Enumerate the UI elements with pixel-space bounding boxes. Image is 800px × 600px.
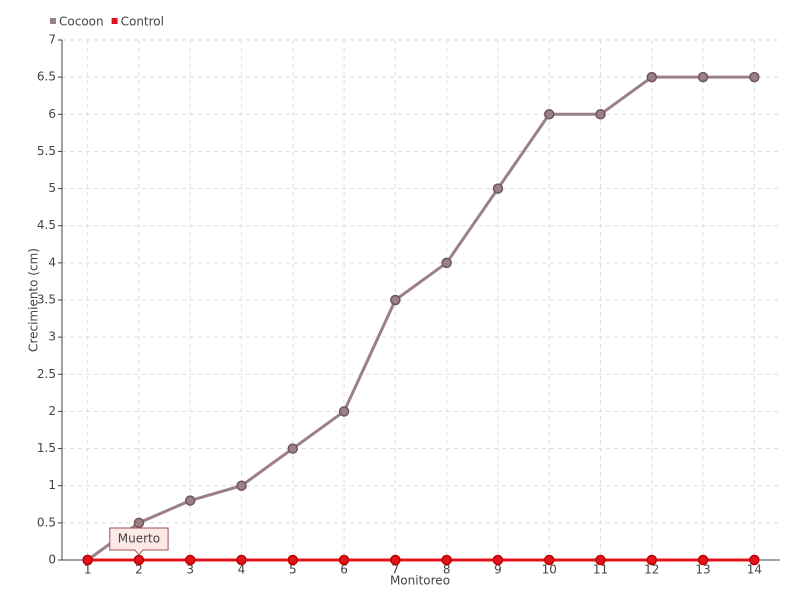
point [749,71,760,83]
legend-label: Cocoon [59,15,104,29]
point [236,554,247,566]
point [595,554,606,566]
x-axis-label: Monitoreo [390,574,450,588]
y-tick-label: 2.5 [37,367,56,381]
point [646,554,658,566]
x-tick-label: 4 [238,563,246,577]
y-tick-label: 5.5 [37,144,56,158]
x-tick-label: 8 [443,563,451,577]
point [338,554,350,566]
point [184,554,196,566]
y-tick-label: 4.5 [37,218,56,232]
x-tick-label: 3 [186,563,194,577]
y-tick-label: 4 [48,255,56,269]
x-tick-label: 5 [289,563,297,577]
point [236,480,247,491]
point [697,71,709,83]
x-tick-label: 11 [593,563,608,577]
y-tick-label: 3 [48,330,56,344]
point [287,554,299,566]
point [82,554,93,566]
annotation-label: Muerto [118,532,160,546]
y-tick-label: 0 [48,553,56,567]
legend-swatch [50,18,56,24]
y-tick-label: 5 [48,181,56,195]
y-tick-label: 6.5 [37,70,56,84]
x-tick-label: 13 [695,563,710,577]
y-axis-label: Crecimiento (cm) [27,248,41,352]
point [441,257,452,269]
x-tick-label: 9 [494,563,502,577]
point [697,554,709,566]
y-tick-label: 6 [48,107,56,121]
legend-swatch [111,18,118,24]
x-tick-label: 1 [84,563,92,577]
point [595,109,606,120]
point [184,495,196,506]
y-tick-label: 1 [48,478,56,492]
point [543,109,555,120]
annotation: Muerto [109,527,169,556]
point [441,554,452,566]
annotation-box [109,527,169,556]
y-tick-label: 3.5 [37,293,56,307]
x-tick-label: 12 [644,563,659,577]
x-tick-label: 2 [135,563,143,577]
point [492,554,504,566]
point [543,554,555,566]
x-tick-label: 6 [340,563,348,577]
point [390,554,401,566]
point [133,517,145,529]
y-tick-label: 7 [48,33,56,47]
legend-label: Control [121,15,164,29]
point [646,71,658,83]
point [390,294,401,306]
series-line [86,75,755,562]
point [287,443,299,454]
point [338,406,350,417]
point [133,554,145,566]
x-tick-label: 7 [392,563,400,577]
point [749,554,760,566]
y-tick-label: 0.5 [37,515,56,529]
y-tick-label: 1.5 [37,441,56,455]
point [492,183,504,194]
x-tick-label: 14 [747,563,762,577]
y-tick-label: 2 [48,404,56,418]
x-tick-label: 10 [542,563,557,577]
